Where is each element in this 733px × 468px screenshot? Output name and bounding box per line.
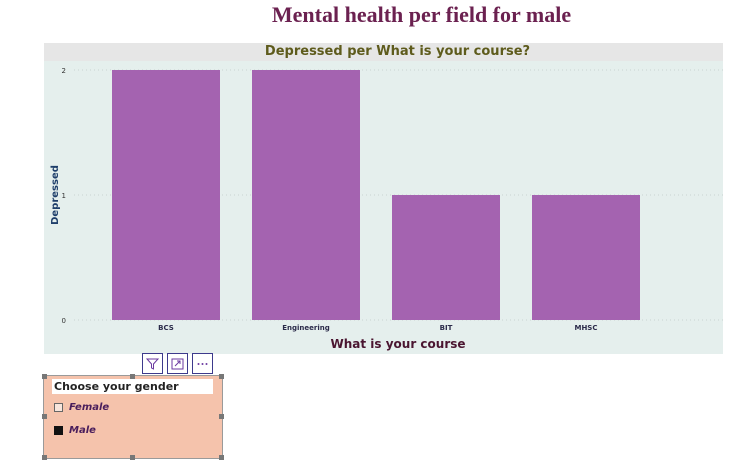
page-title: Mental health per field for male [271,2,572,27]
bar-chart: 0 1 2 BCS Engineering BIT MHSC What is your cou… [50,67,723,351]
x-axis-title: What is your course [330,337,465,351]
resize-handle[interactable] [42,414,47,419]
x-tick-label: BCS [158,324,174,332]
chart-title: Depressed per What is your course? [264,44,531,59]
bar [112,70,220,320]
resize-handle[interactable] [42,455,47,460]
checkbox[interactable] [54,402,63,412]
filter-icon[interactable] [142,353,163,374]
resize-handle[interactable] [219,414,224,419]
more-options-icon[interactable] [192,353,213,374]
chart-title-bar [44,43,723,61]
y-tick-label: 2 [62,67,66,75]
slicer-option-female[interactable]: Female [54,400,109,414]
focus-mode-icon[interactable] [167,353,188,374]
slicer-option-male[interactable]: Male [54,423,96,437]
resize-handle[interactable] [130,374,135,379]
x-tick-label: BIT [440,324,453,332]
bar [252,70,360,320]
bar [392,195,500,320]
y-tick-label: 0 [62,317,66,325]
slicer-option-label: Male [69,424,96,436]
y-axis-title: Depressed [50,165,61,225]
visual-header-toolbar [142,353,213,375]
slicer-option-label: Female [69,401,110,413]
gender-slicer[interactable]: Choose your gender Female Male [42,374,224,460]
x-tick-label: MHSC [574,324,597,332]
bar-chart-visual[interactable]: Depressed per What is your course? 0 1 2 BC… [44,43,723,354]
slicer-title: Choose your gender [52,379,213,394]
checkbox[interactable] [54,425,63,435]
resize-handle[interactable] [219,455,224,460]
bar [532,195,640,320]
y-tick-label: 1 [62,192,66,200]
resize-handle[interactable] [42,374,47,379]
resize-handle[interactable] [130,455,135,460]
resize-handle[interactable] [219,374,224,379]
x-tick-label: Engineering [282,324,330,332]
